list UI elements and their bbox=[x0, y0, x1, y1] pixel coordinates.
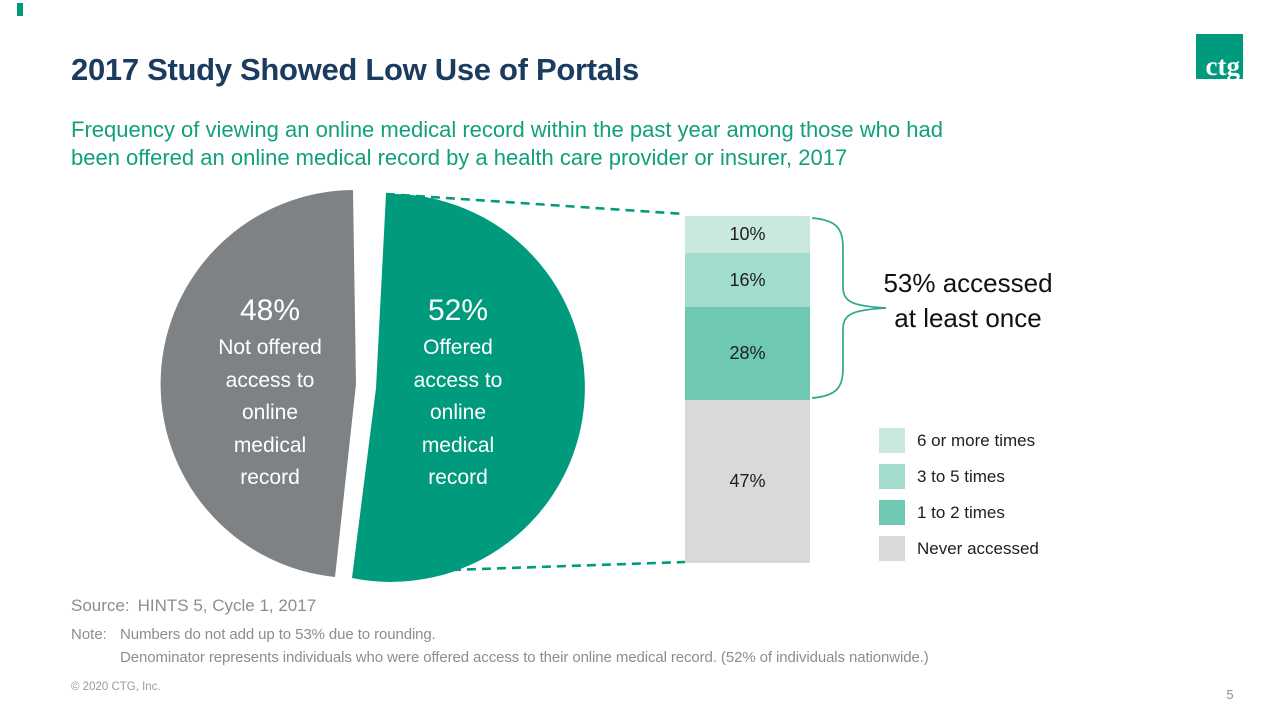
legend-swatch-3-to-5 bbox=[879, 464, 905, 489]
legend: 6 or more times 3 to 5 times 1 to 2 time… bbox=[879, 428, 1039, 572]
pie-label-not-offered: 48% Not offered access to online medical… bbox=[170, 294, 370, 495]
bar-segment-value: 16% bbox=[729, 269, 766, 290]
legend-swatch-never bbox=[879, 536, 905, 561]
legend-row: 1 to 2 times bbox=[879, 500, 1039, 525]
legend-row: 3 to 5 times bbox=[879, 464, 1039, 489]
connector-dashed-top bbox=[385, 192, 686, 216]
legend-label: 6 or more times bbox=[917, 430, 1036, 450]
page-title: 2017 Study Showed Low Use of Portals bbox=[71, 52, 639, 87]
pie-pct-offered: 52% bbox=[427, 294, 489, 327]
bar-segment-6-or-more: 10% bbox=[685, 216, 810, 253]
note-text: Numbers do not add up to 53% due to roun… bbox=[120, 626, 929, 666]
pie-text-offered: Offered access to online medical record bbox=[413, 336, 503, 489]
legend-label: 3 to 5 times bbox=[917, 466, 1005, 486]
stacked-bar: 10% 16% 28% 47% bbox=[685, 216, 810, 563]
bar-segment-1-to-2: 28% bbox=[685, 307, 810, 400]
note-label: Note: bbox=[71, 626, 107, 643]
pie-pct-not-offered: 48% bbox=[239, 294, 301, 327]
slide-subtitle: Frequency of viewing an online medical r… bbox=[71, 117, 943, 170]
bar-segment-never: 47% bbox=[685, 400, 810, 563]
source-label: Source: bbox=[71, 596, 130, 615]
ctg-logo: ctg bbox=[1196, 34, 1243, 79]
bar-segment-value: 10% bbox=[729, 224, 766, 244]
callout-53-percent: 53% accessed at least once bbox=[883, 268, 1053, 333]
bar-segment-value: 47% bbox=[729, 471, 766, 491]
ctg-logo-text: ctg bbox=[1205, 50, 1240, 81]
source-line: Source: HINTS 5, Cycle 1, 2017 bbox=[71, 596, 316, 616]
legend-row: 6 or more times bbox=[879, 428, 1039, 453]
corner-accent-mark bbox=[17, 3, 23, 16]
connector-dashed-bottom bbox=[391, 560, 686, 574]
page-number: 5 bbox=[1226, 687, 1234, 702]
legend-label: Never accessed bbox=[917, 538, 1039, 558]
brace-53-percent bbox=[811, 217, 887, 399]
copyright-text: © 2020 CTG, Inc. bbox=[71, 681, 161, 693]
bar-segment-3-to-5: 16% bbox=[685, 253, 810, 307]
pie-slice-not-offered bbox=[160, 190, 356, 577]
pie-label-offered: 52% Offered access to online medical rec… bbox=[358, 294, 558, 495]
legend-row: Never accessed bbox=[879, 536, 1039, 561]
source-text: HINTS 5, Cycle 1, 2017 bbox=[137, 596, 317, 615]
legend-label: 1 to 2 times bbox=[917, 502, 1005, 522]
pie-text-not-offered: Not offered access to online medical rec… bbox=[218, 336, 322, 489]
legend-swatch-1-to-2 bbox=[879, 500, 905, 525]
legend-swatch-6-or-more bbox=[879, 428, 905, 453]
pie-slice-offered bbox=[352, 193, 585, 582]
note-block: Note: Numbers do not add up to 53% due t… bbox=[71, 624, 1100, 669]
bar-segment-value: 28% bbox=[729, 343, 766, 363]
